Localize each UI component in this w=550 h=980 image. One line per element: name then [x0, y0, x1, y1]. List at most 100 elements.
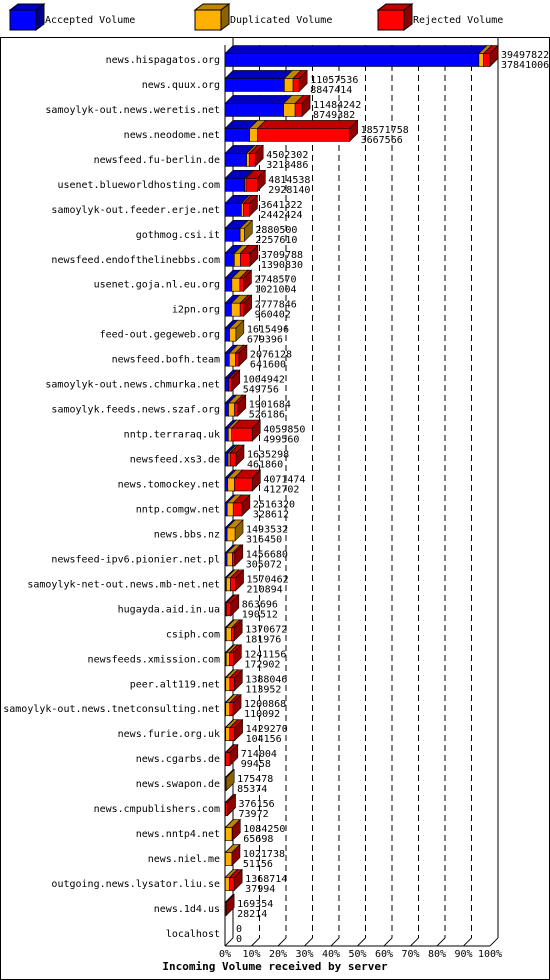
- bar-segment-front: [483, 53, 491, 67]
- bar-segment-top: [224, 45, 488, 54]
- accepted-label: 461860: [247, 460, 283, 471]
- bar-segment: [229, 693, 242, 717]
- bar-segment-front: [224, 53, 480, 67]
- x-tick: [489, 937, 499, 947]
- accepted-label: 305072: [246, 559, 282, 570]
- y-tick-label: peer.alt119.net: [130, 679, 220, 690]
- bar-segment-front: [224, 902, 227, 916]
- bar-segment-front: [232, 502, 243, 517]
- bar-segment: [224, 94, 293, 118]
- bar-segment: [226, 519, 244, 542]
- bar-segment: [228, 644, 243, 667]
- bar-segment-front: [226, 577, 231, 592]
- bar-segment-front: [224, 352, 230, 367]
- bar-segment: [225, 594, 240, 617]
- total-label: 1901684: [249, 400, 291, 411]
- accepted-label: 28214: [237, 909, 267, 920]
- bar-segment: [224, 69, 294, 93]
- bar-segment-front: [229, 327, 237, 342]
- bar-segment-front: [226, 502, 234, 517]
- bar-segment-front: [229, 677, 235, 692]
- accepted-label: 0: [236, 934, 242, 945]
- y-tick-label: samoylyk.feeds.news.szaf.org: [51, 405, 220, 416]
- bar-segment-front: [225, 727, 231, 741]
- bar-segment-front: [224, 153, 247, 167]
- x-tick: [304, 937, 313, 947]
- bar-segment: [248, 144, 264, 168]
- accepted-label: 73972: [239, 809, 269, 820]
- total-label: 4071474: [263, 474, 305, 485]
- y-tick-label: samoylyk-net-out.news.mb-net.net: [27, 579, 220, 590]
- total-label: 0: [236, 924, 242, 935]
- total-label: 1493532: [246, 524, 288, 535]
- bar-segment-front: [224, 402, 229, 417]
- bar-segment-front: [478, 53, 484, 67]
- bar-segment-top: [256, 120, 359, 129]
- accepted-label: 110092: [244, 709, 280, 720]
- total-label: 1021738: [243, 849, 285, 860]
- legend-item: Rejected Volume: [376, 3, 503, 31]
- total-label: 169354: [237, 899, 273, 910]
- bar-segment-front: [226, 527, 236, 542]
- bar-segment-front: [224, 327, 230, 342]
- total-label: 1241156: [244, 649, 286, 660]
- y-tick-label: csiph.com: [166, 629, 220, 640]
- y-tick-label: i2pn.org: [172, 305, 220, 316]
- bar-segment: [294, 94, 311, 118]
- bar-segment: [292, 69, 308, 93]
- bar-segment-front: [245, 178, 258, 192]
- total-label: 11484242: [313, 100, 361, 111]
- y-tick-label: outgoing.news.lysator.liu.se: [51, 879, 220, 890]
- bar-segment-front: [225, 627, 232, 642]
- accepted-label: 2442424: [260, 210, 302, 221]
- total-label: 4502302: [266, 150, 308, 161]
- y-tick-label: news.tomockey.net: [118, 479, 220, 490]
- x-tick-label: 70%: [401, 949, 419, 960]
- total-label: 2076128: [250, 350, 292, 361]
- total-label: 4814538: [268, 175, 310, 186]
- y-tick-label: news.bbs.nz: [154, 529, 220, 540]
- accepted-label: 526186: [249, 410, 285, 421]
- bar-segment-front: [239, 227, 245, 242]
- bar-segment-front: [225, 777, 227, 791]
- x-tick: [330, 937, 340, 947]
- bar-segment-front: [224, 527, 228, 542]
- bar-segment-front: [257, 128, 350, 142]
- x-tick: [251, 937, 260, 947]
- bar-segment-front: [225, 677, 231, 692]
- accepted-label: 3218486: [266, 160, 308, 171]
- bar-segment-front: [227, 477, 235, 492]
- total-label: 1200868: [244, 699, 286, 710]
- total-label: 11057536: [310, 75, 358, 86]
- bar-segment-front: [224, 103, 285, 117]
- accepted-label: 37994: [245, 884, 275, 895]
- accepted-label: 210894: [247, 584, 283, 595]
- total-label: 1456680: [246, 549, 288, 560]
- bar-segment-front: [225, 752, 231, 766]
- y-tick-label: newsfeed.bofh.team: [112, 355, 220, 366]
- y-tick-label: newsfeed.endofthelinebbs.com: [51, 255, 220, 266]
- bar-segment: [245, 169, 267, 193]
- bar-segment-front: [224, 203, 242, 217]
- legend-swatch-front: [377, 9, 405, 31]
- bar-segment-front: [224, 877, 230, 891]
- legend-swatch-front: [9, 9, 37, 31]
- y-tick-label: newsfeed.fu-berlin.de: [94, 155, 220, 166]
- bar-segment: [231, 544, 244, 567]
- total-label: 1570462: [247, 574, 289, 585]
- accepted-label: 679396: [247, 335, 283, 346]
- y-tick-label: newsfeeds.xmission.com: [88, 654, 220, 665]
- bar-segment-front: [234, 402, 239, 417]
- accepted-label: 1021004: [254, 285, 296, 296]
- y-tick-label: gothmog.csi.it: [136, 230, 220, 241]
- x-tick-label: 0%: [219, 949, 231, 960]
- bar-segment-front: [225, 602, 232, 617]
- accepted-label: 104156: [246, 734, 282, 745]
- bar-segment: [229, 444, 245, 467]
- bar-segment: [229, 669, 244, 692]
- bar-segment-front: [234, 252, 241, 267]
- total-label: 1370672: [245, 624, 287, 635]
- bar-segment: [224, 768, 235, 792]
- bar-segment: [242, 194, 259, 218]
